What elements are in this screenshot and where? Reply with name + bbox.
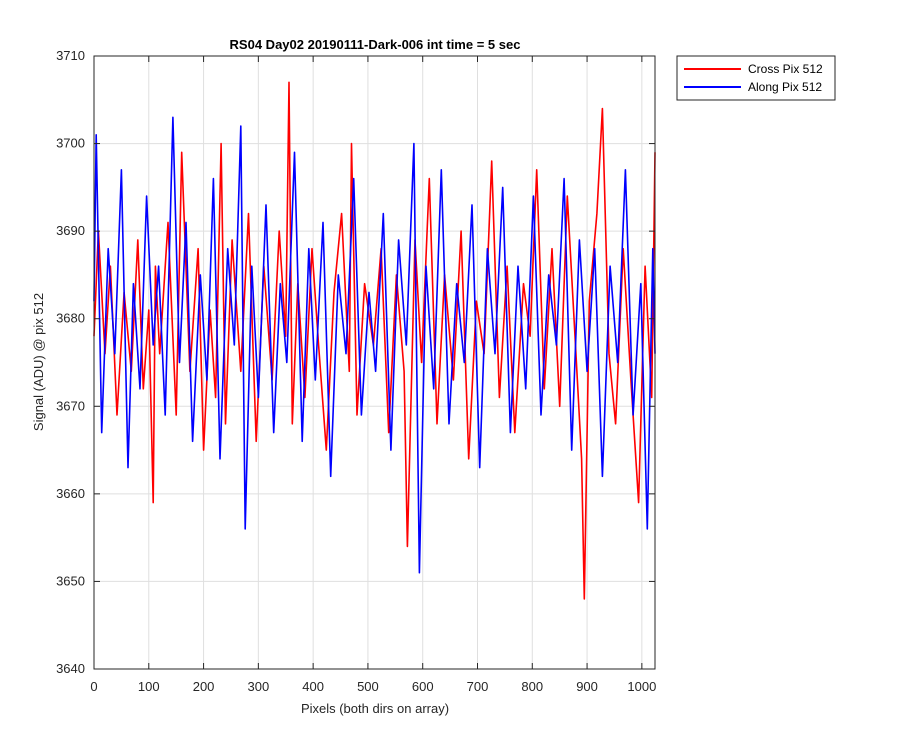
- y-tick-label: 3670: [56, 398, 85, 413]
- x-tick-label: 700: [467, 679, 489, 694]
- x-tick-label: 200: [193, 679, 215, 694]
- plot-frame: [93, 55, 656, 670]
- series-layer: [93, 81, 656, 600]
- x-tick-label: 1000: [627, 679, 656, 694]
- x-tick-label: 100: [138, 679, 160, 694]
- legend-label-cross: Cross Pix 512: [748, 62, 823, 76]
- x-tick-label: 500: [357, 679, 379, 694]
- x-tick-label: 300: [248, 679, 270, 694]
- x-tick-label: 600: [412, 679, 434, 694]
- y-tick-label: 3650: [56, 573, 85, 588]
- chart-title: RS04 Day02 20190111-Dark-006 int time = …: [230, 37, 521, 52]
- y-tick-label: 3710: [56, 48, 85, 63]
- y-tick-label: 3660: [56, 486, 85, 501]
- x-tick-label: 800: [521, 679, 543, 694]
- legend-label-along: Along Pix 512: [748, 80, 822, 94]
- y-tick-label: 3680: [56, 311, 85, 326]
- series-line-along-pix-512: [93, 116, 656, 574]
- legend-box: [676, 55, 836, 101]
- y-tick-label: 3700: [56, 136, 85, 151]
- x-tick-label: 0: [90, 679, 97, 694]
- series-line-cross-pix-512: [93, 81, 656, 600]
- y-axis-label: Signal (ADU) @ pix 512: [31, 293, 46, 431]
- grid-lines: [94, 56, 655, 669]
- x-axis: 0 100 200 300 400 500 600 700 800 900 1000: [90, 56, 656, 694]
- legend: Cross Pix 512 Along Pix 512: [676, 55, 836, 101]
- x-tick-label: 400: [302, 679, 324, 694]
- y-tick-label: 3690: [56, 223, 85, 238]
- y-tick-label: 3640: [56, 661, 85, 676]
- x-axis-label: Pixels (both dirs on array): [301, 701, 449, 716]
- y-axis: 3640 3650 3660 3670 3680 3690 3700 3710: [56, 48, 655, 676]
- x-tick-label: 900: [576, 679, 598, 694]
